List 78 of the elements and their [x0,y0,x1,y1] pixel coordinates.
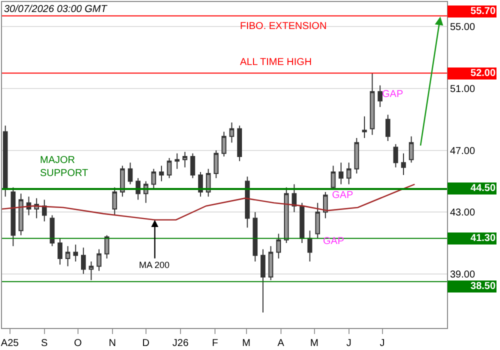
ref-line-label: FIBO. EXTENSION [240,21,327,32]
text: 55.70 [470,6,496,17]
text: 52.00 [470,68,496,79]
candlestick [244,176,250,228]
candlestick [42,199,47,222]
candlestick [166,158,172,179]
x-tick-label: J [380,338,385,349]
text: 38.50 [470,281,496,292]
annotation: 30/07/2026 03:00 GMT [4,4,108,15]
candlestick [2,125,8,198]
y-tick-label: 55.00 [450,22,476,34]
y-tick-label: 43.00 [450,208,476,219]
candlestick [182,151,188,168]
x-tick-label: J [346,338,352,349]
text: 44.50 [470,183,496,194]
x-tick-label: N [108,338,116,349]
y-tick-label: 51.00 [450,84,476,96]
ref-line-label: MAJOR SUPPORT [40,155,88,179]
x-tick-label: S [41,338,48,349]
candlestick [237,125,242,162]
x-tick-label: A25 [0,338,20,349]
candlestick [260,248,266,314]
candlestick [198,171,203,198]
annotation: GAP [323,236,344,247]
candlestick [307,230,312,262]
candlestick [338,162,344,185]
candlestick [88,261,94,281]
candlestick [330,165,336,190]
candlestick [378,84,382,108]
candlestick [292,184,297,213]
x-tick-label: J26 [172,338,189,349]
candlestick [58,238,62,266]
candlestick [268,246,274,281]
candlestick [323,192,328,219]
candlestick [81,247,86,274]
candlestick [385,114,390,142]
candlestick [174,152,180,170]
candlestick [393,144,398,168]
candlestick [315,202,320,239]
candlestick [96,248,102,272]
candlestick [65,246,70,267]
candlestick [408,136,414,164]
x-tick-label: O [74,338,82,349]
y-tick-label: 47.00 [450,146,476,157]
candlestick [190,152,196,179]
candlestick [362,116,367,138]
candlestick [73,244,78,262]
candlestick [120,165,125,198]
candlestick [300,202,304,244]
candlestick [104,234,110,259]
candlestick [222,131,226,157]
candlestick [370,72,375,136]
x-tick-label: F [212,338,218,349]
x-tick-label: M [242,338,250,349]
text: MA 200 [139,260,170,270]
y-tick-label: 39.00 [450,269,476,280]
candlestick [128,162,133,185]
annotation: GAP [382,89,404,100]
candlestick [10,186,16,247]
candlestick [401,152,406,176]
x-tick-label: D [142,338,150,349]
candlestick [112,186,118,216]
candlestick [159,165,164,182]
candlestick [252,212,258,262]
candlestick [229,122,234,144]
annotation: GAP [332,190,354,201]
x-tick-label: A [277,338,284,349]
candlestick [50,214,55,247]
text: 41.30 [470,233,496,244]
ref-line-label: ALL TIME HIGH [240,57,312,68]
candlestick [276,233,281,259]
candlestick [18,193,24,236]
candlestick [151,168,156,190]
candlestick [284,186,289,244]
candlestick [346,162,352,185]
x-tick-label: M [310,338,318,349]
candlestick [214,150,219,179]
candlestick [354,137,360,174]
